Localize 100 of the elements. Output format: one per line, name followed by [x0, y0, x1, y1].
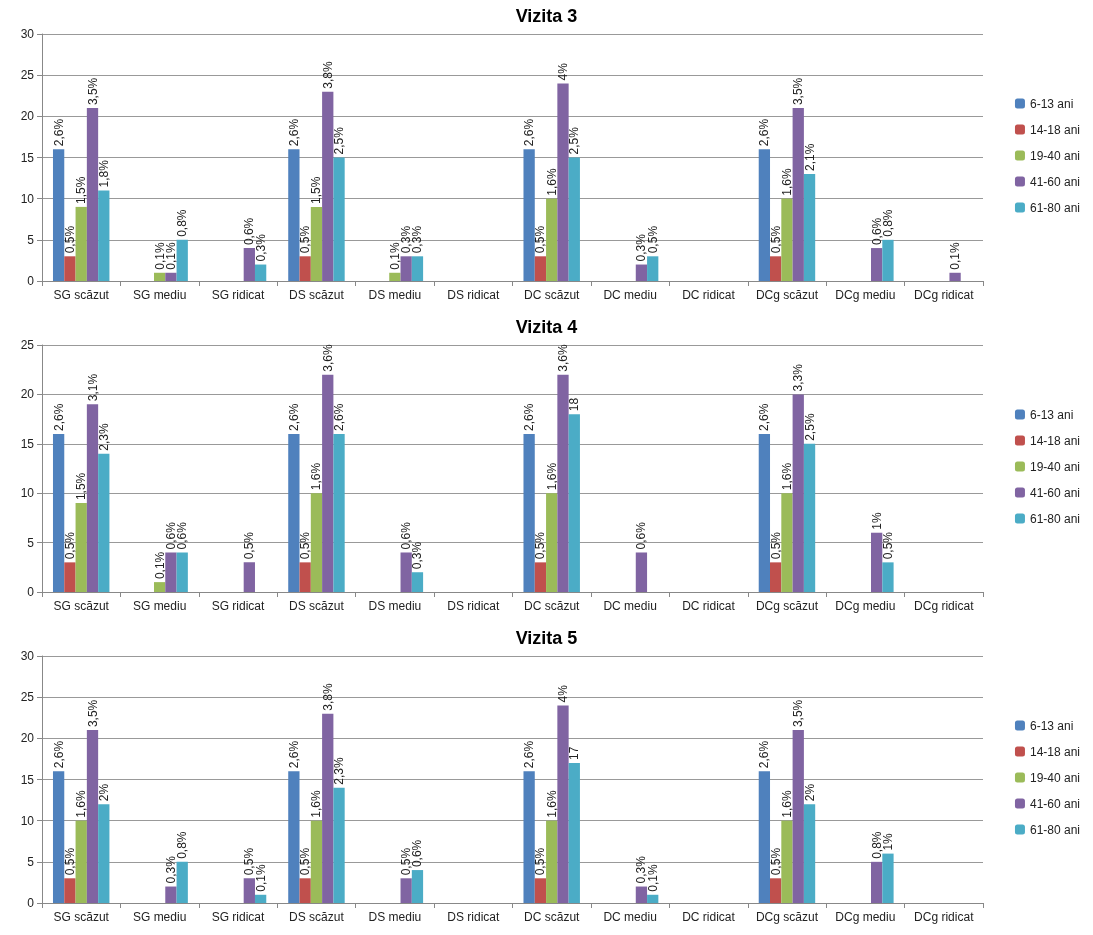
legend-label: 19-40 ani	[1029, 459, 1081, 474]
annotation: 1,5%	[74, 472, 89, 501]
annotation: 1%	[869, 512, 884, 530]
annotation: 2%	[96, 783, 111, 802]
x-tick-label: DS scăzut	[289, 599, 345, 613]
annotation: 0,3%	[399, 225, 414, 254]
annotation: 0,5%	[298, 225, 313, 254]
bar	[557, 83, 569, 281]
annotation: 3,6%	[556, 343, 570, 372]
x-tick-label: DC mediu	[603, 910, 657, 924]
legend-label: 6-13 ani	[1029, 407, 1074, 422]
bar	[52, 433, 65, 592]
y-tick-label: 30	[20, 27, 35, 41]
bar	[546, 198, 558, 281]
x-tick-label: SG mediu	[132, 599, 187, 613]
bar	[75, 820, 87, 903]
bar	[523, 149, 535, 281]
x-tick-label: DCg scăzut	[755, 599, 819, 613]
bar	[803, 173, 816, 281]
bar	[389, 272, 401, 281]
annotation: 2,5%	[567, 126, 582, 155]
bar	[333, 433, 345, 592]
annotation: 3,5%	[85, 699, 100, 728]
annotation: 2,6%	[286, 403, 301, 431]
bar	[557, 705, 569, 903]
bar	[243, 562, 255, 592]
bar	[322, 91, 334, 281]
y-tick-label: 15	[20, 150, 35, 165]
y-tick-label: 0	[27, 585, 35, 599]
bar	[86, 108, 99, 281]
y-tick-label: 0	[27, 896, 35, 910]
bar	[635, 552, 648, 592]
x-tick-label: DS scăzut	[289, 910, 345, 924]
y-tick-label: 20	[20, 731, 35, 746]
x-tick-label: DC scăzut	[524, 288, 581, 302]
bar	[310, 493, 323, 592]
x-tick-label: DS mediu	[368, 910, 422, 924]
annotation: 0,1%	[948, 242, 963, 270]
annotation: 0,1%	[152, 551, 167, 580]
bar	[165, 552, 177, 592]
annotation: 4%	[556, 684, 570, 703]
annotation: 2%	[802, 783, 817, 802]
bar	[400, 256, 412, 281]
x-tick-label: DS ridicat	[447, 599, 500, 613]
bar	[871, 861, 883, 903]
x-tick-label: DS mediu	[368, 599, 422, 613]
bar	[299, 878, 311, 903]
annotation: 18	[567, 397, 582, 412]
bar	[792, 730, 804, 903]
annotation: 1,6%	[309, 789, 324, 818]
annotation: 0,5%	[768, 531, 783, 560]
legend-label: 14-18 ani	[1029, 744, 1081, 759]
annotation: 0,5%	[768, 847, 783, 876]
bar	[86, 730, 99, 903]
x-tick-label: DCg mediu	[835, 288, 896, 302]
annotation: 0,3%	[163, 855, 178, 884]
annotation: 0,5%	[242, 847, 257, 876]
bar	[792, 108, 804, 281]
bar	[98, 453, 110, 592]
x-tick-label: DCg mediu	[835, 910, 896, 924]
bar	[534, 256, 547, 281]
x-tick-label: DCg scăzut	[755, 288, 819, 302]
legend-label: 6-13 ani	[1029, 718, 1074, 733]
y-tick-label: 15	[20, 772, 35, 787]
bar	[310, 206, 323, 281]
bar	[153, 272, 166, 281]
bar	[882, 562, 894, 592]
y-tick-label: 25	[20, 68, 35, 83]
annotation: 0,5%	[533, 225, 548, 254]
bar	[803, 443, 816, 592]
bar	[411, 572, 424, 592]
y-tick-label: 5	[27, 854, 35, 869]
y-tick-label: 25	[20, 690, 35, 705]
x-tick-label: DS ridicat	[447, 910, 500, 924]
bar	[52, 149, 65, 281]
annotation: 0,8%	[175, 831, 190, 859]
annotation: 2,6%	[51, 740, 66, 769]
x-tick-label: DCg ridicat	[914, 288, 975, 302]
bar	[411, 256, 424, 281]
x-tick-label: SG scăzut	[53, 599, 110, 613]
bar	[299, 256, 311, 281]
bar	[64, 562, 76, 592]
annotation: 0,1%	[152, 242, 167, 270]
x-tick-label: DC ridicat	[682, 288, 736, 302]
annotation: 0,6%	[869, 217, 884, 246]
x-tick-label: DCg ridicat	[914, 910, 975, 924]
annotation: 0,8%	[869, 831, 884, 859]
bar	[635, 886, 648, 903]
x-tick-label: SG scăzut	[53, 288, 110, 302]
bar	[254, 894, 267, 903]
y-tick-label: 0	[27, 274, 35, 288]
annotation: 2,6%	[332, 403, 347, 431]
chart-title: Vizita 4	[515, 317, 578, 337]
bar	[568, 157, 580, 281]
annotation: 1,6%	[544, 167, 559, 196]
annotation: 0,5%	[242, 531, 257, 560]
y-tick-label: 5	[27, 535, 35, 550]
legend-label: 41-60 ani	[1029, 174, 1081, 189]
y-tick-label: 5	[27, 232, 35, 247]
bar	[86, 404, 99, 592]
